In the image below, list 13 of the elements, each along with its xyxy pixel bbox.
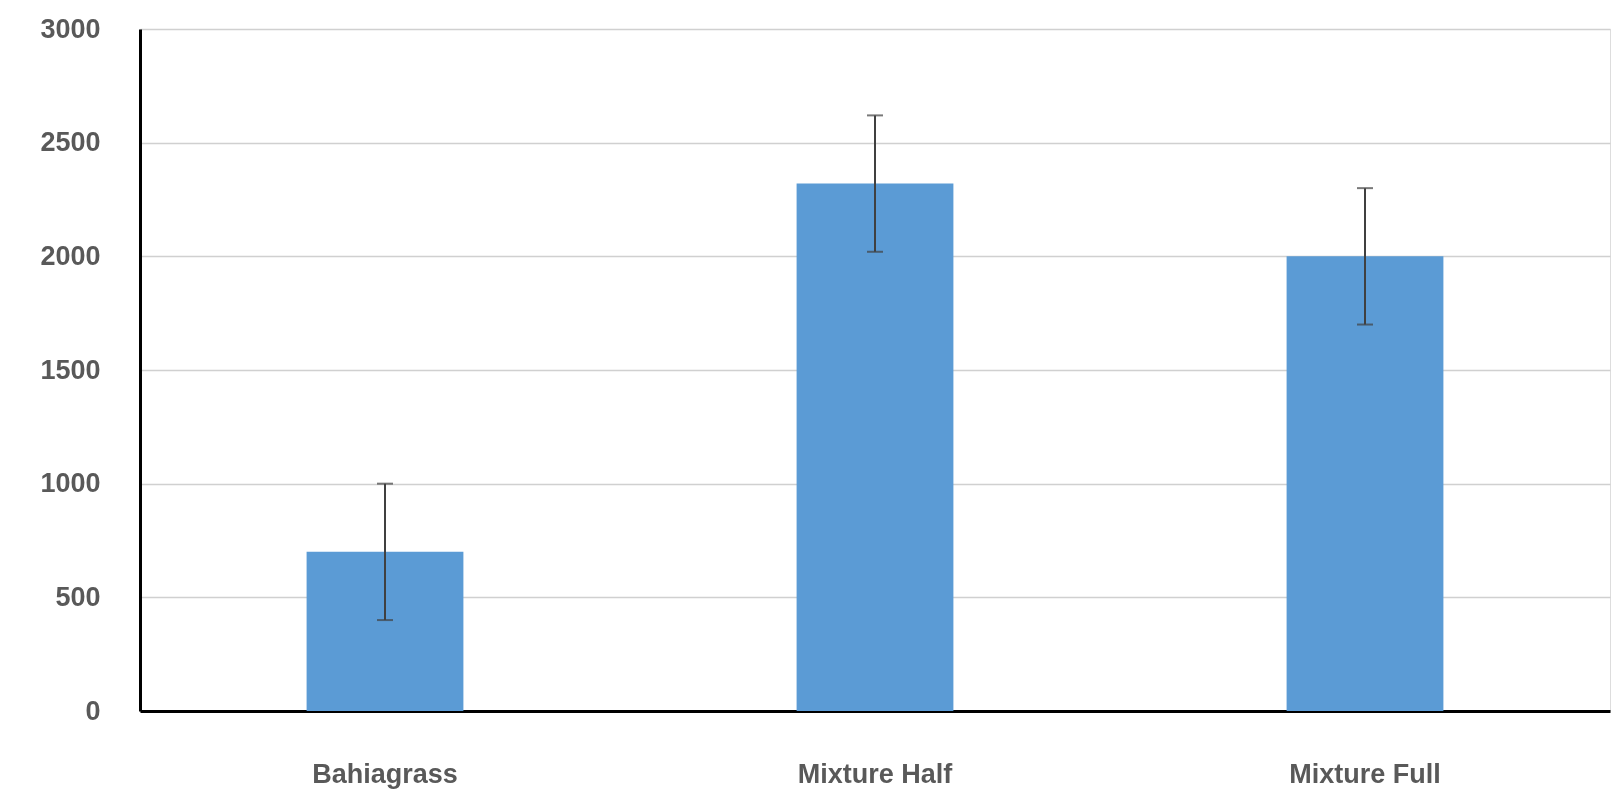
y-tick-label: 2500 [40, 127, 101, 158]
bar [306, 551, 464, 711]
y-tick-label: 500 [55, 581, 101, 612]
x-tick-label: Bahiagrass [312, 758, 458, 789]
y-tick-label: 3000 [40, 13, 101, 44]
y-tick-label: 1500 [40, 354, 101, 385]
y-tick-label: 0 [85, 695, 101, 726]
y-tick-label: 1000 [40, 468, 101, 499]
x-tick-label: Mixture Full [1289, 758, 1441, 789]
x-tick-label: Mixture Half [797, 758, 954, 789]
bar [1286, 256, 1444, 711]
y-tick-label: 2000 [40, 240, 101, 271]
bar [796, 183, 954, 711]
